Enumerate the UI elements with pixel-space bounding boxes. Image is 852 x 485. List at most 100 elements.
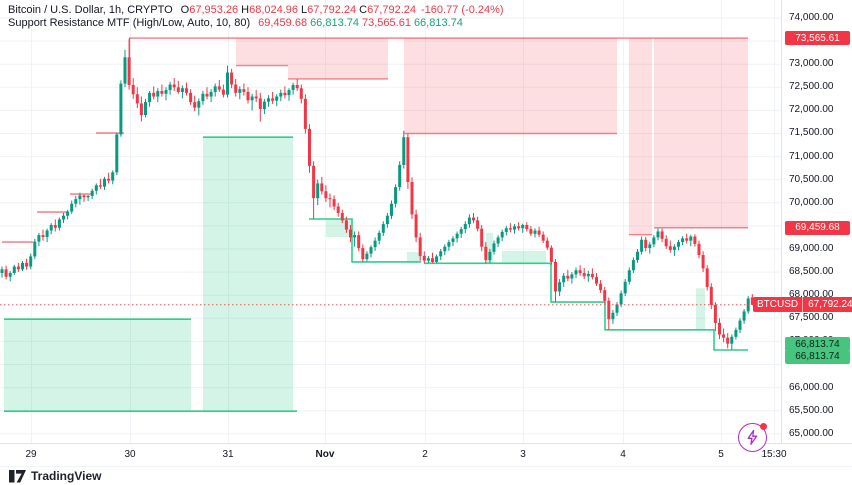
price-axis-label: 68,000.00 xyxy=(789,289,834,301)
candle-body xyxy=(139,103,143,116)
candle-body xyxy=(513,226,516,230)
time-axis-label: 30 xyxy=(124,449,136,460)
candle-body xyxy=(103,178,106,187)
candle-body xyxy=(570,274,574,279)
candle-body xyxy=(267,98,270,102)
candle-body xyxy=(213,86,217,92)
candle-body xyxy=(361,248,365,260)
indicator-legend-row[interactable]: Support Resistance MTF (High/Low, Auto, … xyxy=(8,16,504,29)
candle-body xyxy=(713,304,717,323)
candle-body xyxy=(398,164,402,188)
candle-body xyxy=(631,260,635,271)
candle-body xyxy=(664,238,668,247)
tradingview-logo[interactable]: TradingView xyxy=(9,469,101,483)
candle-body xyxy=(62,215,65,220)
chart-canvas[interactable] xyxy=(0,0,781,443)
time-axis-label: 5 xyxy=(718,449,724,460)
ohlc-pair: H68,024.96 xyxy=(241,3,299,16)
candle-body xyxy=(422,255,426,261)
candle-body xyxy=(517,226,521,229)
candle-body xyxy=(160,90,164,94)
candle-body xyxy=(197,101,201,108)
support-minor-zone xyxy=(502,250,546,264)
price-axis-label: 70,000.00 xyxy=(789,196,834,208)
candle-body xyxy=(578,270,582,274)
candle-body xyxy=(685,238,689,241)
instant-trading-button[interactable] xyxy=(738,423,767,452)
candle-body xyxy=(303,98,307,129)
candle-body xyxy=(406,137,410,183)
candle-body xyxy=(287,90,291,96)
candle-body xyxy=(640,239,644,252)
candle-body xyxy=(541,234,545,241)
time-axis-label: 3 xyxy=(520,449,526,460)
price-axis-label: 68,500.00 xyxy=(789,266,834,278)
candle-body xyxy=(41,235,45,237)
candle-body xyxy=(12,266,16,274)
symbol-title: Bitcoin / U.S. Dollar, 1h, CRYPTO xyxy=(8,3,173,16)
candle-body xyxy=(82,195,86,198)
candle-body xyxy=(152,92,156,97)
resistance-zone xyxy=(236,38,288,66)
chart-legend: Bitcoin / U.S. Dollar, 1h, CRYPTO O67,95… xyxy=(8,3,504,29)
candle-body xyxy=(49,224,53,231)
candle-body xyxy=(193,102,197,108)
candle-body xyxy=(472,217,475,221)
candle-body xyxy=(78,195,82,200)
candle-body xyxy=(4,269,8,277)
time-axis[interactable]: 29 30 31 Nov 2 3 4 5 15:30 xyxy=(0,443,852,467)
resistance-level-badge: 73,565.61 xyxy=(785,31,850,46)
price-axis-label: 72,000.00 xyxy=(789,104,834,116)
candle-body xyxy=(529,229,533,234)
candle-body xyxy=(94,185,98,191)
candle-body xyxy=(385,215,389,225)
candle-body xyxy=(410,182,414,215)
price-axis[interactable]: 74,000.00 73,000.00 72,500.00 72,000.00 71,5… xyxy=(781,0,852,443)
indicator-value: 69,459.68 xyxy=(258,16,308,29)
footer-strip: TradingView xyxy=(0,466,852,485)
candle-body xyxy=(549,247,553,262)
ohlc-pair: C67,792.24 xyxy=(359,3,416,16)
resistance-zone xyxy=(288,38,388,79)
price-axis-label: 66,000.00 xyxy=(789,381,834,393)
candle-body xyxy=(172,84,176,88)
notification-dot xyxy=(760,423,767,430)
candle-body xyxy=(226,72,229,95)
candle-body xyxy=(271,98,275,101)
resistance-level-badge: 69,459.68 xyxy=(785,220,850,235)
candle-body xyxy=(426,258,430,261)
candle-body xyxy=(492,243,496,252)
candle-body xyxy=(349,229,352,238)
time-axis-label: 29 xyxy=(25,449,37,460)
candle-body xyxy=(738,320,742,330)
current-price-symbol: BTCUSD xyxy=(753,297,804,313)
candle-body xyxy=(217,86,221,90)
candle-body xyxy=(504,228,508,232)
candle-body xyxy=(455,233,459,239)
candle-body xyxy=(672,246,676,250)
candle-body xyxy=(185,88,188,93)
indicator-value: 66,813.74 xyxy=(310,16,359,29)
candle-body xyxy=(599,283,603,291)
candle-body xyxy=(53,224,57,228)
candle-body xyxy=(299,88,303,99)
time-axis-label: 15:30 xyxy=(761,449,787,460)
support-zone xyxy=(4,319,191,412)
candle-body xyxy=(615,304,619,313)
candle-body xyxy=(365,253,369,260)
ohlc-pair: O67,953.26 xyxy=(180,3,239,16)
candle-body xyxy=(394,187,398,204)
candle-body xyxy=(652,237,656,245)
candle-body xyxy=(127,57,131,85)
candle-body xyxy=(537,230,541,235)
candle-body xyxy=(439,251,443,257)
candle-body xyxy=(254,96,258,99)
candle-body xyxy=(619,293,623,305)
candle-body xyxy=(656,231,660,238)
candle-body xyxy=(545,240,549,248)
candle-body xyxy=(459,229,463,234)
candle-body xyxy=(86,195,90,198)
candle-body xyxy=(467,217,471,225)
symbol-legend-row[interactable]: Bitcoin / U.S. Dollar, 1h, CRYPTO O67,95… xyxy=(8,3,504,16)
